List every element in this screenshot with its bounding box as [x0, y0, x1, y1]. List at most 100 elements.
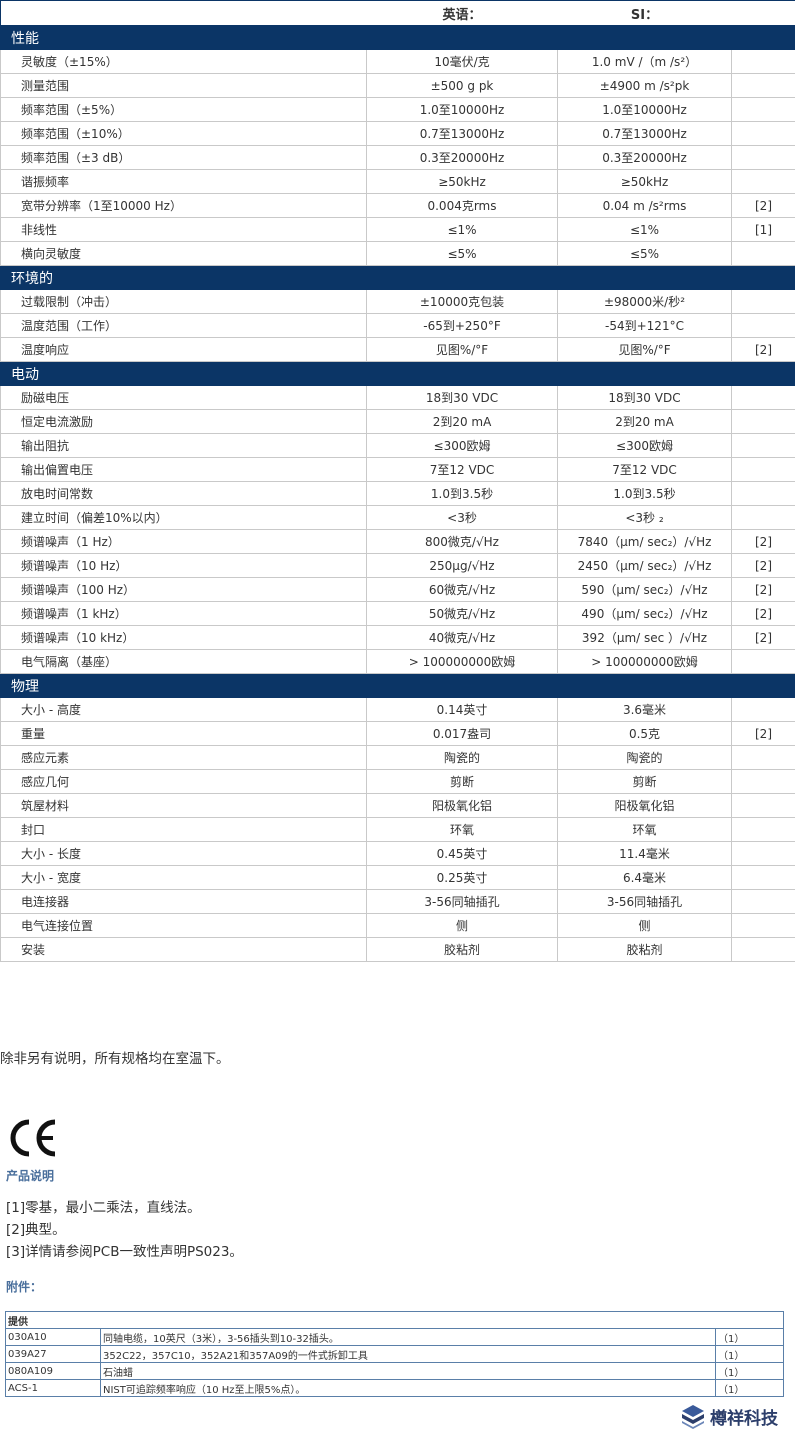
accessory-qty: （1） — [714, 1379, 785, 1397]
spec-si: 0.7至13000Hz — [557, 121, 732, 146]
spec-english: ±500 g pk — [366, 73, 558, 98]
spec-row: 频谱噪声（10 Hz） 250μg/√Hz 2450（μm/ sec₂）/√Hz [2… — [0, 553, 795, 578]
logo-icon — [682, 1405, 704, 1429]
spec-note: [2] — [731, 529, 795, 554]
notes-title: 产品说明 — [6, 1169, 55, 1183]
section-title: 电动 — [0, 361, 795, 386]
spec-row: 大小 - 高度 0.14英寸 3.6毫米 — [0, 697, 795, 722]
spec-english: 50微克/√Hz — [366, 601, 558, 626]
spec-english: 40微克/√Hz — [366, 625, 558, 650]
spec-label: 感应元素 — [0, 745, 367, 770]
section-title: 环境的 — [0, 265, 795, 290]
spec-english: 3-56同轴插孔 — [366, 889, 558, 914]
spec-row: 恒定电流激励 2到20 mA 2到20 mA — [0, 409, 795, 434]
spec-english: 剪断 — [366, 769, 558, 794]
spec-row: 输出阻抗 ≤300欧姆 ≤300欧姆 — [0, 433, 795, 458]
spec-si: 1.0至10000Hz — [557, 97, 732, 122]
spec-english: ≥50kHz — [366, 169, 558, 194]
spec-label: 恒定电流激励 — [0, 409, 367, 434]
spec-si: 侧 — [557, 913, 732, 938]
spec-row: 大小 - 长度 0.45英寸 11.4毫米 — [0, 841, 795, 866]
accessory-row: 030A10 同轴电缆，10英尺（3米），3-56插头到10-32插头。 （1） — [5, 1328, 785, 1346]
spec-note — [731, 697, 795, 722]
spec-english: 1.0至10000Hz — [366, 97, 558, 122]
accessory-model: 080A109 — [5, 1362, 101, 1380]
spec-english: 侧 — [366, 913, 558, 938]
spec-row: 感应几何 剪断 剪断 — [0, 769, 795, 794]
section-title: 物理 — [0, 673, 795, 698]
spec-english: 0.25英寸 — [366, 865, 558, 890]
spec-si: 6.4毫米 — [557, 865, 732, 890]
spec-label: 励磁电压 — [0, 385, 367, 410]
spec-si: -54到+121°C — [557, 313, 732, 338]
spec-si: 18到30 VDC — [557, 385, 732, 410]
spec-row: 频谱噪声（1 kHz） 50微克/√Hz 490（μm/ sec₂）/√Hz [2] — [0, 601, 795, 626]
spec-note — [731, 241, 795, 266]
spec-english: > 100000000欧姆 — [366, 649, 558, 674]
header-row: 英语： SI： — [1, 1, 795, 26]
accessory-row: ACS-1 NIST可追踪频率响应（10 Hz至上限5%点）。 （1） — [5, 1379, 785, 1397]
spec-si: 490（μm/ sec₂）/√Hz — [557, 601, 732, 626]
spec-row: 电气隔离（基座） > 100000000欧姆 > 100000000欧姆 — [0, 649, 795, 674]
spec-row: 过载限制（冲击） ±10000克包装 ±98000米/秒² — [0, 289, 795, 314]
spec-english: 见图%/°F — [366, 337, 558, 362]
spec-note — [731, 793, 795, 818]
spec-note — [731, 97, 795, 122]
spec-note — [731, 49, 795, 74]
accessories-table: 提供 030A10 同轴电缆，10英尺（3米），3-56插头到10-32插头。 （1）… — [4, 1311, 785, 1397]
notes-list: [1]零基，最小二乘法，直线法。 [2]典型。 [3]详情请参阅PCB一致性声明PS… — [6, 1197, 243, 1263]
spec-note — [731, 433, 795, 458]
spec-si: ≤1% — [557, 217, 732, 242]
header-cell — [1, 1, 367, 26]
spec-row: 非线性 ≤1% ≤1% [1] — [0, 217, 795, 242]
accessory-desc: 352C22，357C10，352A21和357A09的一件式拆卸工具 — [100, 1345, 716, 1363]
spec-note: [2] — [731, 193, 795, 218]
header-cell: SI： — [630, 7, 659, 23]
spec-label: 频谱噪声（10 kHz） — [0, 625, 367, 650]
section-title: 性能 — [0, 25, 795, 50]
spec-row: 温度范围（工作） -65到+250°F -54到+121°C — [0, 313, 795, 338]
spec-note — [731, 865, 795, 890]
spec-si: 2到20 mA — [557, 409, 732, 434]
spec-english: 环氧 — [366, 817, 558, 842]
spec-note — [731, 169, 795, 194]
spec-label: 放电时间常数 — [0, 481, 367, 506]
spec-si: ±4900 m /s²pk — [557, 73, 732, 98]
spec-row: 输出偏置电压 7至12 VDC 7至12 VDC — [0, 457, 795, 482]
spec-label: 重量 — [0, 721, 367, 746]
spec-note — [731, 121, 795, 146]
spec-note: [2] — [731, 337, 795, 362]
spec-si: 阳极氧化铝 — [557, 793, 732, 818]
spec-row: 频谱噪声（100 Hz） 60微克/√Hz 590（μm/ sec₂）/√Hz [2] — [0, 577, 795, 602]
spec-row: 安装 胶粘剂 胶粘剂 — [0, 937, 795, 962]
spec-note — [731, 649, 795, 674]
spec-si: 1.0到3.5秒 — [557, 481, 732, 506]
spec-english: ≤300欧姆 — [366, 433, 558, 458]
accessory-desc: 石油蜡 — [100, 1362, 716, 1380]
spec-english: -65到+250°F — [366, 313, 558, 338]
spec-row: 封口 环氧 环氧 — [0, 817, 795, 842]
spec-label: 大小 - 长度 — [0, 841, 367, 866]
spec-english: 250μg/√Hz — [366, 553, 558, 578]
spec-si: ≤5% — [557, 241, 732, 266]
spec-row: 感应元素 陶瓷的 陶瓷的 — [0, 745, 795, 770]
spec-note — [731, 73, 795, 98]
spec-si: ±98000米/秒² — [557, 289, 732, 314]
spec-note — [731, 817, 795, 842]
spec-row: 频谱噪声（1 Hz） 800微克/√Hz 7840（μm/ sec₂）/√Hz [2] — [0, 529, 795, 554]
section-row: 物理 — [0, 673, 795, 698]
spec-label: 频谱噪声（10 Hz） — [0, 553, 367, 578]
spec-label: 温度响应 — [0, 337, 367, 362]
spec-row: 频谱噪声（10 kHz） 40微克/√Hz 392（μm/ sec ）/√Hz [2] — [0, 625, 795, 650]
note-item: [3]详情请参阅PCB一致性声明PS023。 — [6, 1244, 243, 1260]
spec-note — [731, 505, 795, 530]
spec-si: <3秒 ₂ — [557, 505, 732, 530]
section-row: 性能 — [0, 25, 795, 50]
spec-row: 谐振频率 ≥50kHz ≥50kHz — [0, 169, 795, 194]
spec-note — [731, 385, 795, 410]
spec-english: 阳极氧化铝 — [366, 793, 558, 818]
spec-english: 60微克/√Hz — [366, 577, 558, 602]
spec-label: 频谱噪声（1 Hz） — [0, 529, 367, 554]
spec-si: 3-56同轴插孔 — [557, 889, 732, 914]
